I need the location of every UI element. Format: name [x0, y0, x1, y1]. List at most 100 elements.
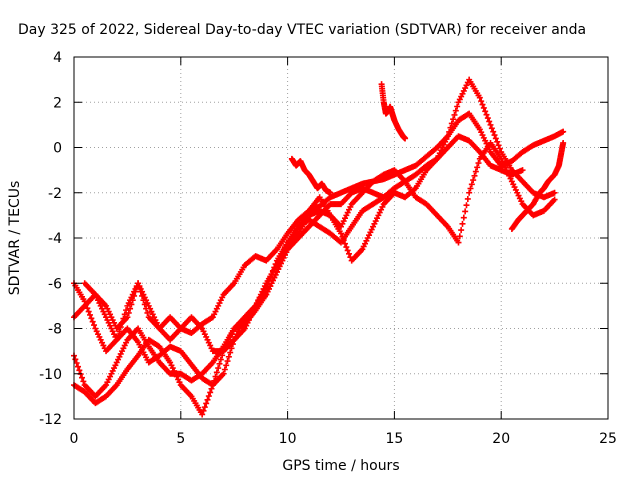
x-axis-ticks: 0 5 10 15 20 25 [70, 57, 617, 447]
data-point-marker [476, 94, 483, 101]
data-point-marker [474, 164, 481, 171]
data-point-marker [215, 365, 222, 372]
data-point-marker [207, 389, 214, 396]
data-point-marker [144, 309, 151, 316]
data-point-marker [478, 98, 485, 105]
data-point-marker [213, 369, 220, 376]
series-8 [508, 139, 567, 232]
data-points [71, 76, 567, 418]
data-point-marker [551, 196, 558, 203]
data-point-marker [471, 172, 478, 179]
data-point-marker [83, 301, 90, 308]
data-point-marker [205, 393, 212, 400]
data-point-marker [115, 332, 122, 339]
data-point-marker [72, 356, 79, 363]
data-point-marker [220, 370, 227, 377]
data-point-marker [89, 318, 96, 325]
data-point-marker [120, 315, 127, 322]
data-point-marker [203, 400, 210, 407]
data-point-marker [496, 145, 503, 152]
chart-title: Day 325 of 2022, Sidereal Day-to-day VTE… [18, 22, 586, 38]
data-point-marker [456, 233, 463, 240]
x-tick-label: 25 [599, 431, 617, 447]
data-point-marker [488, 125, 495, 132]
data-point-marker [560, 139, 567, 146]
data-point-marker [223, 362, 230, 369]
data-point-marker [468, 181, 475, 188]
data-point-marker [216, 360, 223, 367]
data-point-marker [208, 385, 215, 392]
data-point-marker [199, 411, 206, 418]
series-5 [81, 185, 398, 355]
data-point-marker [470, 177, 477, 184]
data-point-marker [121, 311, 128, 318]
data-point-marker [448, 120, 455, 127]
y-tick-label: -2 [48, 186, 62, 202]
data-point-marker [119, 319, 126, 326]
y-axis-ticks: 4 2 0 -2 -4 -6 -8 -10 -12 [39, 50, 608, 428]
y-tick-label: -4 [48, 231, 62, 247]
data-point-marker [117, 324, 124, 331]
data-point-marker [73, 360, 80, 367]
data-point-marker [454, 103, 461, 110]
data-point-marker [519, 167, 526, 174]
data-point-marker [338, 230, 344, 237]
data-point-marker [466, 189, 473, 196]
data-point-marker [391, 185, 398, 192]
data-point-marker [221, 366, 228, 373]
data-point-marker [452, 107, 459, 114]
data-point-marker [85, 308, 92, 315]
series-7 [288, 155, 334, 196]
data-point-marker [484, 115, 491, 122]
data-point-marker [495, 142, 502, 149]
data-point-marker [84, 305, 91, 312]
y-tick-label: 4 [53, 50, 62, 66]
data-point-marker [482, 108, 489, 115]
data-point-marker [491, 132, 498, 139]
series-4 [71, 139, 558, 418]
data-point-marker [204, 396, 211, 403]
data-point-marker [346, 250, 353, 257]
data-point-marker [479, 101, 486, 108]
data-point-marker [560, 128, 567, 135]
data-point-marker [459, 220, 466, 227]
data-point-marker [75, 363, 82, 370]
data-point-marker [402, 135, 409, 142]
data-point-marker [227, 349, 234, 356]
x-tick-label: 5 [176, 431, 185, 447]
data-point-marker [327, 189, 334, 196]
data-point-marker [460, 214, 467, 221]
data-point-marker [344, 247, 351, 254]
data-point-marker [486, 118, 493, 125]
data-point-marker [464, 195, 471, 202]
x-tick-label: 0 [70, 431, 79, 447]
data-point-marker [467, 185, 474, 192]
data-point-marker [113, 336, 120, 343]
data-point-marker [462, 208, 469, 215]
x-tick-label: 10 [279, 431, 297, 447]
data-point-marker [455, 239, 462, 246]
data-point-marker [475, 160, 482, 167]
data-point-marker [91, 322, 98, 329]
data-point-marker [446, 128, 453, 135]
data-point-marker [209, 382, 216, 389]
data-point-marker [490, 128, 497, 135]
x-tick-label: 20 [492, 431, 510, 447]
series-6 [378, 81, 409, 142]
data-point-marker [81, 298, 88, 305]
data-point-marker [451, 111, 458, 118]
data-point-marker [444, 133, 451, 140]
data-point-marker [551, 189, 558, 196]
y-tick-label: -10 [39, 367, 62, 383]
data-point-marker [80, 378, 87, 385]
data-point-marker [447, 124, 454, 131]
data-point-marker [463, 202, 470, 209]
data-point-marker [212, 373, 219, 380]
y-axis-label: SDTVAR / TECUs [7, 181, 23, 296]
data-point-marker [88, 315, 95, 322]
data-point-marker [225, 353, 232, 360]
data-point-marker [450, 116, 457, 123]
data-point-marker [200, 407, 207, 414]
data-point-marker [79, 374, 86, 381]
